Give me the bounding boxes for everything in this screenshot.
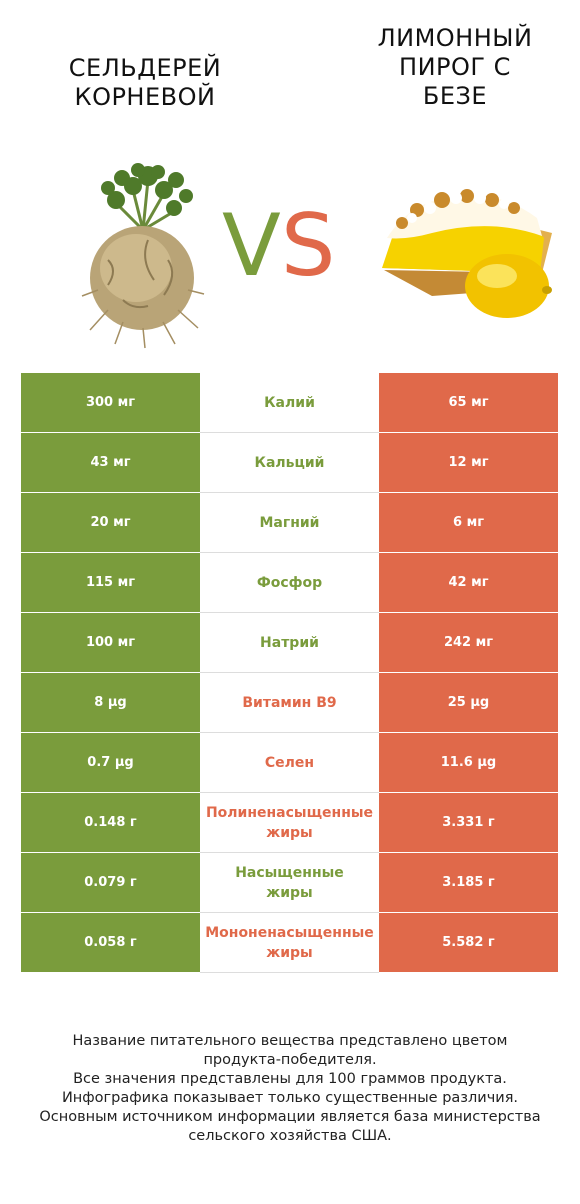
right-product-title: ЛИМОННЫЙ ПИРОГ С БЕЗЕ [377,24,533,110]
nutrient-name: Полиненасыщенные жиры [200,793,379,853]
left-value: 8 µg [21,673,200,733]
table-row: 0.079 г Насыщенные жиры 3.185 г [21,853,558,913]
nutrient-label: Селен [264,754,315,771]
left-value: 0.7 µg [21,733,200,793]
right-value: 6 мг [379,493,558,553]
left-value: 300 мг [21,373,200,433]
nutrient-name: Витамин B9 [200,673,379,733]
right-value: 12 мг [379,433,558,493]
table-row: 300 мг Калий 65 мг [21,373,558,433]
right-value: 25 µg [379,673,558,733]
right-value: 5.582 г [379,913,558,973]
nutrient-label: Магний [259,514,320,531]
right-value: 242 мг [379,613,558,673]
footnote-line: Название питательного вещества представл… [72,1033,508,1049]
nutrient-label: Мононенасыщенные жиры [205,924,374,961]
nutrient-name: Калий [200,373,379,433]
nutrient-label: Калий [264,394,315,411]
footnote: Название питательного вещества представл… [20,1032,560,1146]
footnote-line: Все значения представлены для 100 граммо… [73,1071,507,1087]
right-value: 42 мг [379,553,558,613]
footnote-line: Инфографика показывает только существенн… [61,1090,519,1106]
nutrient-label: Витамин B9 [242,694,337,711]
table-row: 0.7 µg Селен 11.6 µg [21,733,558,793]
left-value: 0.058 г [21,913,200,973]
table-row: 0.148 г Полиненасыщенные жиры 3.331 г [21,793,558,853]
nutrient-label: Полиненасыщенные жиры [205,804,374,841]
table-row: 100 мг Натрий 242 мг [21,613,558,673]
nutrient-label: Кальций [254,454,325,471]
nutrient-name: Магний [200,493,379,553]
left-value: 43 мг [21,433,200,493]
table-row: 115 мг Фосфор 42 мг [21,553,558,613]
table-row: 8 µg Витамин B9 25 µg [21,673,558,733]
nutrient-label: Фосфор [256,574,323,591]
left-product-title: СЕЛЬДЕРЕЙ КОРНЕВОЙ [68,54,222,111]
left-value: 100 мг [21,613,200,673]
footnote-line: продукта-победителя. [203,1052,377,1068]
right-value: 11.6 µg [379,733,558,793]
table-row: 20 мг Магний 6 мг [21,493,558,553]
right-value: 65 мг [379,373,558,433]
table-row: 43 мг Кальций 12 мг [21,433,558,493]
left-value: 115 мг [21,553,200,613]
left-value: 0.148 г [21,793,200,853]
left-value: 0.079 г [21,853,200,913]
nutrient-name: Кальций [200,433,379,493]
nutrient-label: Натрий [260,634,319,651]
nutrient-name: Фосфор [200,553,379,613]
right-value: 3.185 г [379,853,558,913]
left-value: 20 мг [21,493,200,553]
table-row: 0.058 г Мононенасыщенные жиры 5.582 г [21,913,558,973]
nutrient-name: Селен [200,733,379,793]
footnote-line: сельского хозяйства США. [188,1128,392,1144]
nutrient-name: Насыщенные жиры [200,853,379,913]
lemon-meringue-pie-image [382,189,552,318]
nutrient-label: Насыщенные жиры [235,864,344,901]
nutrient-name: Мононенасыщенные жиры [200,913,379,973]
right-value: 3.331 г [379,793,558,853]
celeriac-image [81,163,205,349]
vs-label: VS [222,196,336,296]
comparison-table: 300 мг Калий 65 мг 43 мг Кальций 12 мг 20 мг Ма… [21,373,558,973]
nutrient-name: Натрий [200,613,379,673]
footnote-line: Основным источником информации является … [39,1109,541,1125]
